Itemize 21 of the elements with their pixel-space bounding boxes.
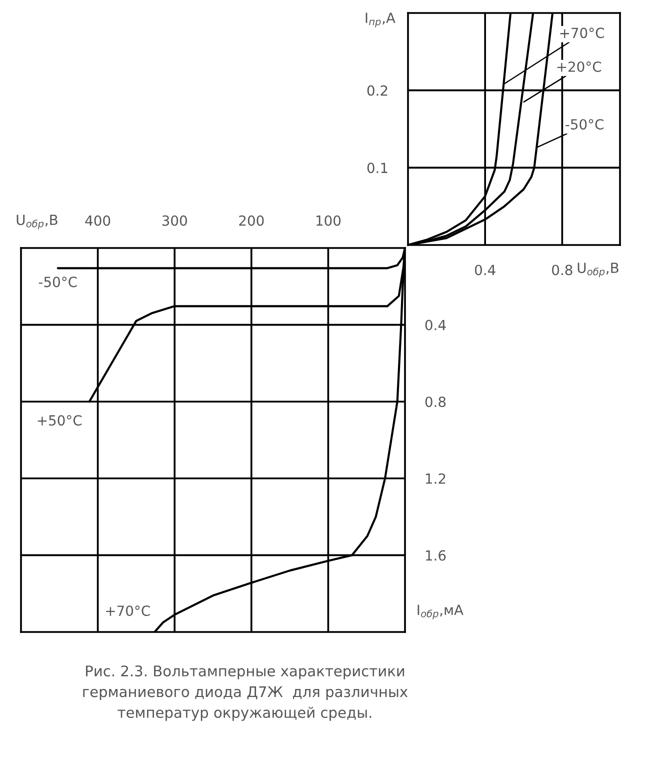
y-tick-label: 1.2 bbox=[426, 473, 446, 484]
x-tick-label: 400 bbox=[85, 215, 110, 226]
annotation: +50°C bbox=[38, 415, 82, 426]
annotation: +70°C bbox=[106, 606, 150, 616]
annotation: -50°C bbox=[566, 119, 604, 130]
y-tick-label: 0.2 bbox=[367, 85, 388, 96]
y-axis-title: I$_{обр}$,мА bbox=[418, 604, 464, 620]
y-tick-label: 0.1 bbox=[367, 162, 388, 174]
annotation: -50°C bbox=[38, 276, 77, 288]
annotation: +20°C bbox=[557, 61, 602, 72]
x-tick-label: 300 bbox=[162, 215, 187, 226]
x-axis-title: U$_{обр}$,В bbox=[16, 214, 58, 230]
x-tick-label: 200 bbox=[239, 215, 264, 226]
y-tick-label: 0.8 bbox=[425, 396, 446, 408]
annotation: +70°C bbox=[560, 28, 604, 38]
x-axis-title: U$_{обр}$,В bbox=[578, 262, 618, 278]
y-tick-label: 0.4 bbox=[425, 320, 446, 330]
text: Рис. 2.3. Вольтамперные характеристики германиевого диода Д7Ж для различных температур окружающей среды. bbox=[83, 665, 408, 721]
y-axis-title: I$_{пр}$,А bbox=[366, 12, 396, 28]
y-tick-label: 1.6 bbox=[426, 550, 446, 561]
x-tick-label: 100 bbox=[316, 215, 341, 226]
